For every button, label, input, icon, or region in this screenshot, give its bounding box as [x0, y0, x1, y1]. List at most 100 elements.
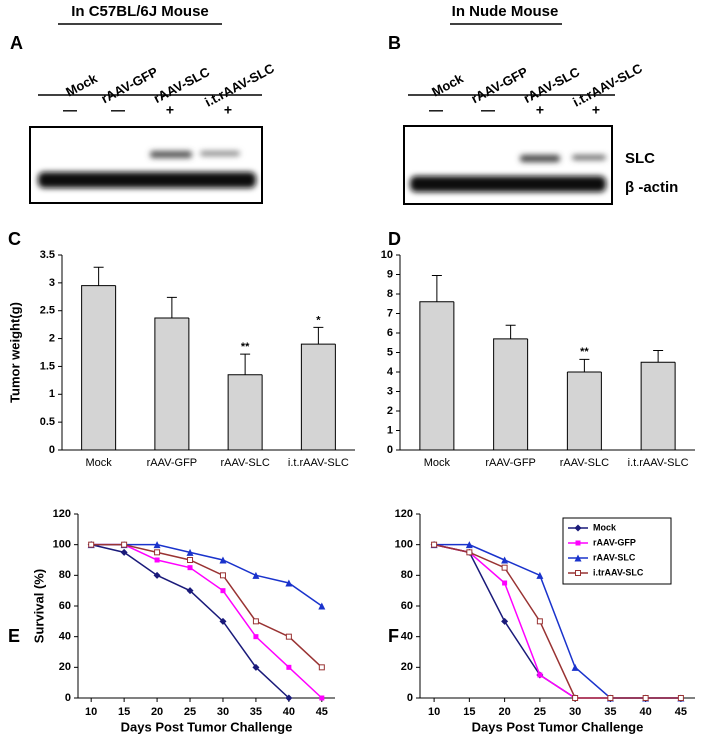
- significance: **: [580, 346, 589, 358]
- point: [502, 580, 508, 586]
- bar: [566, 371, 602, 451]
- error-bar: [240, 353, 251, 375]
- y-tick-label: 3: [387, 385, 393, 397]
- series-line: [91, 543, 323, 668]
- point: [154, 549, 161, 556]
- y-tick-label: 1: [49, 388, 55, 400]
- y-tick-label: 8: [387, 288, 393, 300]
- x-tick-label: 45: [316, 706, 328, 718]
- significance: **: [241, 341, 250, 353]
- point: [285, 579, 293, 587]
- band: [572, 155, 606, 160]
- point: [88, 541, 95, 548]
- point: [318, 664, 325, 671]
- bar: [419, 301, 455, 451]
- lane-sign: —: [111, 102, 125, 118]
- y-tick-label: 20: [401, 661, 413, 673]
- point: [252, 618, 259, 625]
- blot-title: In C57BL/6J Mouse: [71, 3, 209, 20]
- point: [537, 672, 543, 678]
- error-bar: [166, 296, 177, 318]
- x-tick-label: rAAV-GFP: [147, 457, 198, 469]
- y-tick-label: 2: [49, 332, 55, 344]
- lane-sign: +: [536, 102, 544, 118]
- x-tick-label: 25: [184, 706, 196, 718]
- y-tick-label: 0.5: [40, 416, 55, 428]
- point: [153, 571, 161, 579]
- y-tick-label: 5: [387, 346, 393, 358]
- point: [607, 695, 614, 701]
- x-tick-label: 40: [640, 706, 652, 718]
- x-tick-label: Mock: [85, 457, 112, 469]
- x-tick-label: i.t.rAAV-SLC: [628, 457, 689, 469]
- point: [318, 602, 326, 610]
- x-tick-label: 30: [569, 706, 581, 718]
- bar: [493, 338, 529, 451]
- x-tick-label: Mock: [424, 457, 451, 469]
- lane-sign: —: [63, 102, 77, 118]
- point: [286, 664, 292, 670]
- y-tick-label: 0: [65, 692, 71, 704]
- point: [536, 571, 544, 579]
- lane-label: rAAV-GFP: [469, 64, 531, 106]
- y-tick-label: 40: [59, 631, 71, 643]
- x-tick-label: rAAV-SLC: [560, 457, 609, 469]
- blot-frame: [403, 125, 613, 205]
- y-tick-label: 4: [387, 366, 394, 378]
- x-tick-label: 40: [283, 706, 295, 718]
- x-tick-label: 35: [250, 706, 262, 718]
- x-tick-label: rAAV-SLC: [220, 457, 269, 469]
- x-tick-label: 30: [217, 706, 229, 718]
- legend-label: rAAV-GFP: [593, 537, 636, 547]
- band-label: β -actin: [625, 179, 678, 196]
- point: [219, 572, 226, 579]
- point: [501, 617, 509, 625]
- lane-sign: +: [592, 102, 600, 118]
- series-line: [91, 543, 323, 607]
- point: [285, 694, 293, 702]
- y-tick-label: 0: [387, 444, 393, 456]
- y-tick-label: 6: [387, 327, 393, 339]
- x-tick-label: 10: [428, 706, 440, 718]
- y-tick-label: 100: [395, 539, 413, 551]
- legend-label: rAAV-SLC: [593, 552, 636, 562]
- y-tick-label: 1: [387, 424, 393, 436]
- legend-marker: [574, 524, 582, 532]
- blot-bands: [410, 155, 606, 192]
- bar: [154, 317, 190, 451]
- legend-marker: [575, 540, 581, 546]
- y-axis-title: Survival (%): [31, 569, 46, 643]
- point: [677, 695, 684, 701]
- blot-frame: [29, 126, 263, 204]
- point: [153, 541, 161, 549]
- y-tick-label: 60: [59, 600, 71, 612]
- legend-label: i.trAAV-SLC: [593, 567, 644, 577]
- point: [536, 618, 543, 625]
- lane-sign: —: [429, 102, 443, 118]
- point: [220, 588, 226, 594]
- y-tick-label: 3.5: [40, 249, 55, 261]
- band: [520, 155, 560, 162]
- point: [121, 541, 128, 548]
- y-tick-label: 1.5: [40, 360, 55, 372]
- x-tick-label: rAAV-GFP: [485, 457, 536, 469]
- panel-letter: E: [8, 626, 20, 646]
- error-bar: [431, 274, 442, 302]
- y-tick-label: 7: [387, 307, 393, 319]
- bar: [81, 285, 117, 451]
- significance: *: [316, 314, 321, 326]
- point: [219, 556, 227, 564]
- y-tick-label: 0: [49, 444, 55, 456]
- y-axis-title: Tumor weight(g): [7, 302, 22, 403]
- y-tick-label: 40: [401, 631, 413, 643]
- y-tick-label: 120: [395, 508, 413, 520]
- lane-label: i.t.rAAV-SLC: [570, 60, 645, 109]
- error-bar: [93, 266, 104, 286]
- point: [319, 695, 325, 701]
- point: [187, 565, 193, 571]
- point: [642, 695, 649, 701]
- lane-label: i.t.rAAV-SLC: [202, 60, 277, 109]
- error-bar: [653, 350, 664, 363]
- point: [186, 548, 194, 556]
- point: [501, 556, 509, 564]
